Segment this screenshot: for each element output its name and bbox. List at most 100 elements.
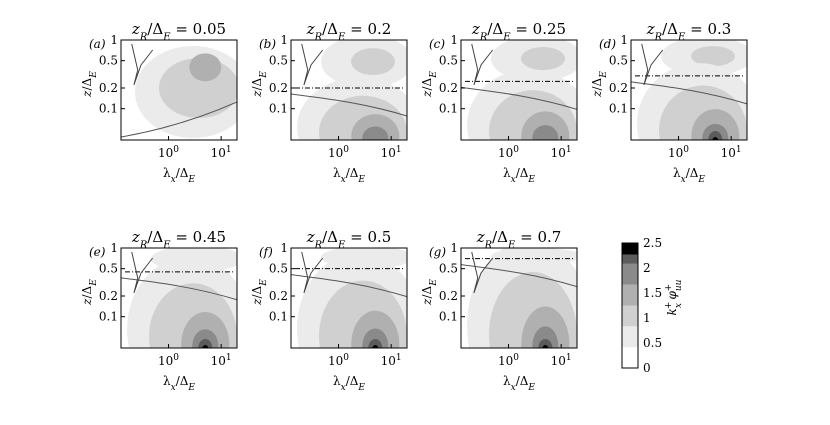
y-tick-label: 0.2 <box>269 289 288 303</box>
x-tick-exp: 0 <box>343 145 349 155</box>
y-axis-label: z/ΔE <box>80 71 99 98</box>
y-tick-label: 0.1 <box>439 310 458 324</box>
y-axis-label: z/ΔE <box>420 71 439 98</box>
title-denom-sub: E <box>337 32 346 43</box>
title-denom-sub: E <box>502 32 511 43</box>
contour-fill-2.5-level <box>368 339 383 348</box>
y-tick-label: 0.5 <box>99 54 118 68</box>
y-label-main: z <box>420 298 434 306</box>
x-label-sub: x <box>171 175 176 185</box>
colorbar-frame <box>621 242 639 369</box>
y-label-denom: /Δ <box>420 77 434 90</box>
y-tick-label: 0.1 <box>439 102 458 116</box>
contour-fill-2.5-level <box>708 131 723 140</box>
contour-field <box>121 248 237 348</box>
y-axis-label: z/ΔE <box>80 279 99 306</box>
contour-line <box>291 93 407 117</box>
contour-peak <box>372 345 379 348</box>
y-label-main: z <box>420 90 434 98</box>
colorbar-tick-label: 0.5 <box>643 336 662 350</box>
x-tick-base: 10 <box>381 146 396 160</box>
x-tick-label: 101 <box>211 353 232 368</box>
x-tick-label: 100 <box>158 353 179 368</box>
x-label-sub: x <box>171 383 176 393</box>
x-tick-label: 100 <box>668 145 689 160</box>
y-label-denom-sub: E <box>89 279 99 287</box>
x-label-main: λ <box>333 166 341 180</box>
plot-frame <box>120 39 238 141</box>
x-axis-label: λx/ΔE <box>503 166 535 185</box>
y-label-denom-sub: E <box>89 71 99 79</box>
x-tick-label: 101 <box>381 145 402 160</box>
colorbar-tick-label: 0 <box>643 361 651 375</box>
y-tick-label: 1 <box>280 241 288 255</box>
y-tick-label: 0.2 <box>439 289 458 303</box>
y-label-main: z <box>80 90 94 98</box>
x-tick-exp: 0 <box>513 353 519 363</box>
contour-field <box>291 40 407 140</box>
x-tick-base: 10 <box>721 146 736 160</box>
x-tick-base: 10 <box>551 354 566 368</box>
cb-label-phi: φ <box>665 291 679 300</box>
x-label-sub: x <box>511 175 516 185</box>
x-tick-exp: 1 <box>566 353 572 363</box>
y-label-main: z <box>250 298 264 306</box>
y-label-main: z <box>250 90 264 98</box>
title-denom: /Δ <box>487 20 503 38</box>
x-label-denom: /Δ <box>686 166 699 180</box>
title-z: z <box>646 20 655 38</box>
panel-tag: (d) <box>599 37 616 51</box>
contour-fill-2 <box>362 328 389 348</box>
x-tick-base: 10 <box>381 354 396 368</box>
contour-peak <box>712 137 719 140</box>
y-tick-label: 0.2 <box>609 81 628 95</box>
title-z: z <box>306 20 315 38</box>
contour-line <box>131 43 154 86</box>
x-label-main: λ <box>673 166 681 180</box>
title-sub: R <box>479 32 488 43</box>
colorbar-tick-label: 1 <box>643 311 651 325</box>
y-label-denom: /Δ <box>250 77 264 90</box>
contour-fill-2 <box>362 126 389 140</box>
colorbar-segment <box>622 347 638 368</box>
plot-frame <box>630 39 748 141</box>
x-label-sub: x <box>341 383 346 393</box>
x-label-denom-sub: E <box>357 383 365 393</box>
x-tick-base: 10 <box>551 146 566 160</box>
contour-line <box>121 277 237 301</box>
x-label-denom: /Δ <box>176 374 189 388</box>
title-denom: /Δ <box>147 228 163 246</box>
panel-tag: (a) <box>89 37 106 51</box>
title-equals: = <box>515 228 537 246</box>
contour-fill-1 <box>351 48 395 76</box>
plot-frame <box>120 247 238 349</box>
x-tick-base: 10 <box>158 354 173 368</box>
y-tick-label: 0.1 <box>269 102 288 116</box>
panel-tag: (c) <box>429 37 445 51</box>
x-tick-base: 10 <box>211 354 226 368</box>
x-tick-label: 100 <box>328 145 349 160</box>
cb-label-plus: + <box>664 302 674 310</box>
title-value: 0.2 <box>367 20 391 38</box>
title-z: z <box>131 20 140 38</box>
plot-frame <box>290 39 408 141</box>
title-equals: = <box>345 228 367 246</box>
y-tick-label: 0.2 <box>99 289 118 303</box>
x-label-sub: x <box>511 383 516 393</box>
x-label-main: λ <box>503 374 511 388</box>
panel-title: zR/ΔE = 0.3 <box>646 20 732 43</box>
y-label-denom: /Δ <box>420 285 434 298</box>
title-equals: = <box>171 228 193 246</box>
title-value: 0.45 <box>193 228 226 246</box>
x-tick-exp: 1 <box>396 353 402 363</box>
x-tick-exp: 1 <box>396 145 402 155</box>
title-equals: = <box>511 20 533 38</box>
x-tick-exp: 1 <box>226 353 232 363</box>
cb-label-k: k <box>665 308 679 315</box>
y-axis-label: z/ΔE <box>590 71 609 98</box>
x-axis-label: λx/ΔE <box>333 374 365 393</box>
panel-title: zR/ΔE = 0.2 <box>306 20 392 43</box>
